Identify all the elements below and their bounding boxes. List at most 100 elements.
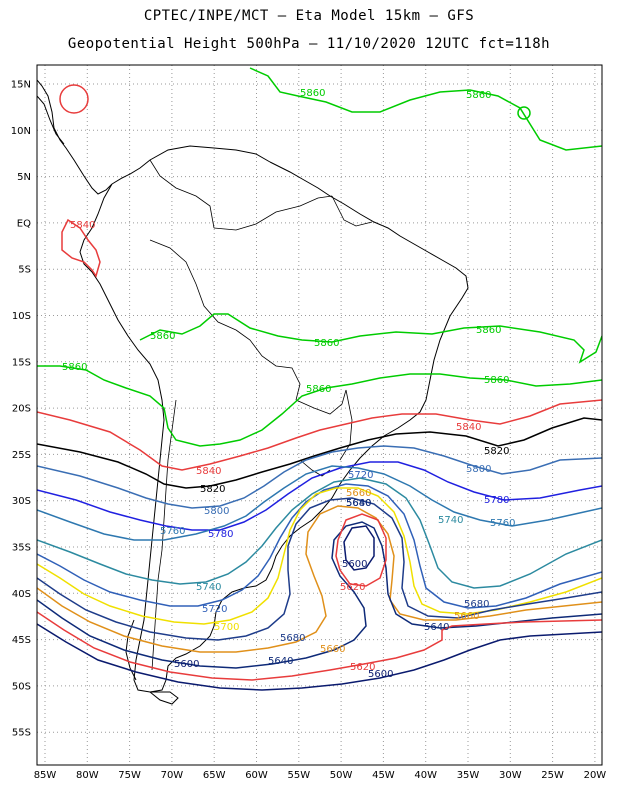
map-frame bbox=[36, 64, 603, 766]
contour-label: 5640 bbox=[424, 622, 449, 633]
contour-label: 5600 bbox=[174, 659, 199, 670]
border-paraguay bbox=[295, 389, 347, 415]
latitude-labels: 15N 10N 5N EQ 5S 10S 15S 20S 25S 30S 35S 40S 45S 50S 5… bbox=[11, 80, 31, 739]
contour-label: 5740 bbox=[438, 515, 463, 526]
contour-label: 5860 bbox=[476, 325, 501, 336]
contour-5620-closed bbox=[335, 513, 387, 587]
longitude-tick-label: 50W bbox=[330, 770, 353, 781]
contour-label: 5760 bbox=[490, 518, 515, 529]
contour-5620 bbox=[37, 611, 602, 681]
longitude-tick-label: 45W bbox=[372, 770, 395, 781]
contour-label: 5680 bbox=[346, 498, 371, 509]
contour-label: 5660 bbox=[454, 611, 479, 622]
contour-5840-caribbean-closed bbox=[59, 84, 89, 114]
contour-label: 5780 bbox=[484, 495, 509, 506]
contour-5800 bbox=[37, 445, 602, 509]
latitude-tick-label: 10S bbox=[12, 311, 31, 322]
latitude-tick-label: 5S bbox=[18, 265, 31, 276]
latitude-tick-label: 55S bbox=[12, 728, 31, 739]
contour-label: 5820 bbox=[484, 446, 509, 457]
contour-label: 5860 bbox=[300, 88, 325, 99]
caribbean-coast bbox=[111, 145, 271, 185]
contour-5860-north bbox=[249, 67, 602, 151]
border-chile-argentina bbox=[151, 399, 177, 671]
contour-5780 bbox=[37, 461, 602, 531]
contour-label: 5680 bbox=[280, 633, 305, 644]
latitude-tick-label: EQ bbox=[17, 218, 31, 229]
contour-label: 5800 bbox=[466, 464, 491, 475]
south-america-coast bbox=[79, 161, 469, 693]
central-america-coast-north bbox=[37, 95, 65, 145]
height-contours bbox=[37, 67, 602, 691]
contour-label: 5640 bbox=[268, 656, 293, 667]
contour-label: 5620 bbox=[350, 662, 375, 673]
longitude-tick-label: 60W bbox=[245, 770, 268, 781]
contour-label: 5720 bbox=[202, 604, 227, 615]
contour-5760 bbox=[37, 465, 602, 541]
latitude-tick-label: 10N bbox=[11, 126, 31, 137]
contour-label: 5600 bbox=[342, 559, 367, 570]
border-bolivia bbox=[235, 329, 301, 401]
latitude-tick-label: 45S bbox=[12, 635, 31, 646]
border-peru-brazil bbox=[149, 239, 237, 331]
contour-label: 5820 bbox=[200, 484, 225, 495]
tierra-del-fuego bbox=[148, 691, 179, 705]
contour-label: 5840 bbox=[70, 220, 95, 231]
contour-label: 5800 bbox=[204, 506, 229, 517]
contour-5860-central bbox=[139, 313, 602, 364]
latitude-tick-label: 40S bbox=[12, 589, 31, 600]
contour-label: 5600 bbox=[368, 669, 393, 680]
contour-label: 5860 bbox=[484, 375, 509, 386]
graticule bbox=[37, 65, 602, 765]
longitude-tick-label: 65W bbox=[203, 770, 226, 781]
contour-5680 bbox=[37, 497, 602, 641]
latitude-tick-label: 50S bbox=[12, 681, 31, 692]
contour-5860-south bbox=[37, 365, 602, 447]
contour-label: 5840 bbox=[456, 422, 481, 433]
latitude-tick-label: 30S bbox=[12, 496, 31, 507]
latitude-tick-label: 15S bbox=[12, 357, 31, 368]
longitude-tick-label: 40W bbox=[414, 770, 437, 781]
contour-5700 bbox=[37, 487, 602, 625]
central-america-coast bbox=[37, 79, 113, 195]
patagonian-islands bbox=[125, 619, 137, 681]
border-colombia-venezuela bbox=[149, 159, 215, 229]
longitude-tick-label: 70W bbox=[161, 770, 184, 781]
contour-label: 5740 bbox=[196, 582, 221, 593]
contour-label: 5640 bbox=[346, 498, 371, 509]
contour-label: 5660 bbox=[320, 644, 345, 655]
contour-5820 bbox=[37, 417, 602, 489]
contour-5600 bbox=[37, 623, 602, 691]
longitude-tick-label: 20W bbox=[584, 770, 607, 781]
border-brazil-north bbox=[213, 195, 333, 231]
latitude-tick-label: 35S bbox=[12, 543, 31, 554]
contour-5840-main bbox=[37, 399, 602, 471]
contour-label: 5860 bbox=[314, 338, 339, 349]
longitude-tick-label: 55W bbox=[287, 770, 310, 781]
contour-label: 5620 bbox=[340, 582, 365, 593]
contour-5860-small-closed bbox=[517, 106, 531, 120]
coastlines bbox=[37, 79, 469, 705]
contour-labels: 5860 5860 5860 5860 5860 5860 5860 5860 … bbox=[62, 88, 515, 680]
latitude-tick-label: 25S bbox=[12, 450, 31, 461]
contour-label: 5780 bbox=[208, 529, 233, 540]
contour-5600-closed bbox=[343, 525, 375, 571]
contour-label: 5860 bbox=[150, 331, 175, 342]
longitude-tick-label: 25W bbox=[541, 770, 564, 781]
longitude-tick-label: 30W bbox=[499, 770, 522, 781]
border-guianas bbox=[331, 195, 373, 227]
contour-5660 bbox=[37, 505, 602, 653]
longitude-tick-label: 80W bbox=[76, 770, 99, 781]
contour-label: 5860 bbox=[306, 384, 331, 395]
longitude-tick-label: 35W bbox=[457, 770, 480, 781]
longitude-tick-label: 75W bbox=[118, 770, 141, 781]
latitude-tick-label: 15N bbox=[11, 80, 31, 91]
border-brazil-south bbox=[339, 389, 353, 461]
contour-label: 5840 bbox=[196, 466, 221, 477]
contour-5640 bbox=[37, 521, 602, 669]
contour-label: 5760 bbox=[160, 526, 185, 537]
contour-label: 5660 bbox=[346, 488, 371, 499]
contour-label: 5700 bbox=[214, 622, 239, 633]
contour-label: 5680 bbox=[464, 599, 489, 610]
